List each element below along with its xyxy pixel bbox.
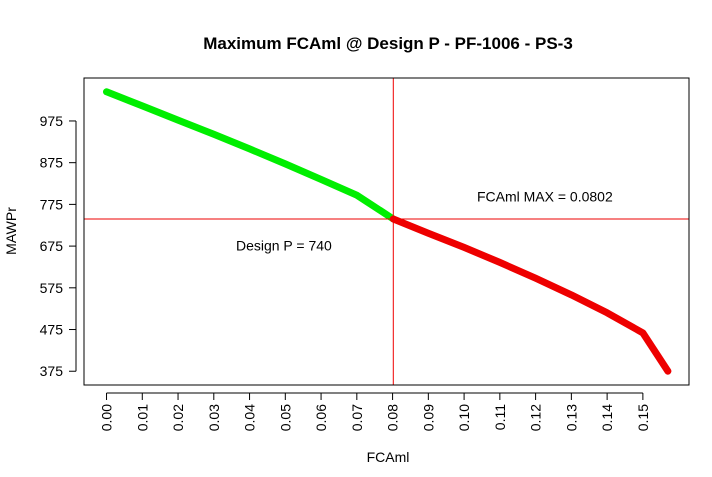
x-tick-label: 0.00 (99, 404, 115, 431)
x-tick-label: 0.05 (277, 404, 293, 431)
x-tick-label: 0.11 (492, 404, 508, 430)
x-tick-label: 0.08 (385, 404, 401, 431)
x-tick-label: 0.02 (170, 404, 186, 431)
x-tick-label: 0.12 (528, 404, 544, 431)
chart-title: Maximum FCAml @ Design P - PF-1006 - PS-… (203, 34, 573, 53)
x-axis-label: FCAml (367, 449, 410, 465)
x-tick-label: 0.15 (635, 404, 651, 431)
y-tick-label: 775 (40, 196, 64, 212)
x-tick-label: 0.07 (349, 404, 365, 431)
y-tick-label: 875 (40, 155, 64, 171)
y-axis-label: MAWPr (3, 207, 19, 255)
series-line-1 (389, 215, 672, 375)
x-axis: 0.00 0.01 0.02 0.03 0.04 0.05 0.06 0.07 0.08 0.09… (99, 392, 651, 431)
series-line-0 (103, 88, 397, 223)
x-tick-label: 0.03 (206, 404, 222, 431)
series-layer (103, 88, 672, 375)
x-tick-label: 0.14 (599, 404, 615, 431)
x-tick-label: 0.13 (563, 404, 579, 431)
x-tick-label: 0.06 (313, 404, 329, 431)
y-tick-label: 475 (40, 322, 64, 338)
y-axis: 375 475 575 675 775 875 975 (40, 113, 77, 379)
y-tick-label: 575 (40, 280, 64, 296)
x-tick-label: 0.09 (420, 404, 436, 431)
annotation-label: Design P = 740 (236, 238, 332, 254)
y-tick-label: 975 (40, 113, 64, 129)
plot-frame (83, 77, 690, 386)
annotations: FCAml MAX = 0.0802 Design P = 740 (236, 188, 613, 253)
x-tick-label: 0.01 (134, 404, 150, 431)
x-tick-label: 0.10 (456, 404, 472, 431)
y-tick-label: 375 (40, 363, 64, 379)
y-tick-label: 675 (40, 238, 64, 254)
annotation-label: FCAml MAX = 0.0802 (477, 188, 613, 204)
reference-lines (84, 78, 689, 385)
x-tick-label: 0.04 (242, 404, 258, 431)
